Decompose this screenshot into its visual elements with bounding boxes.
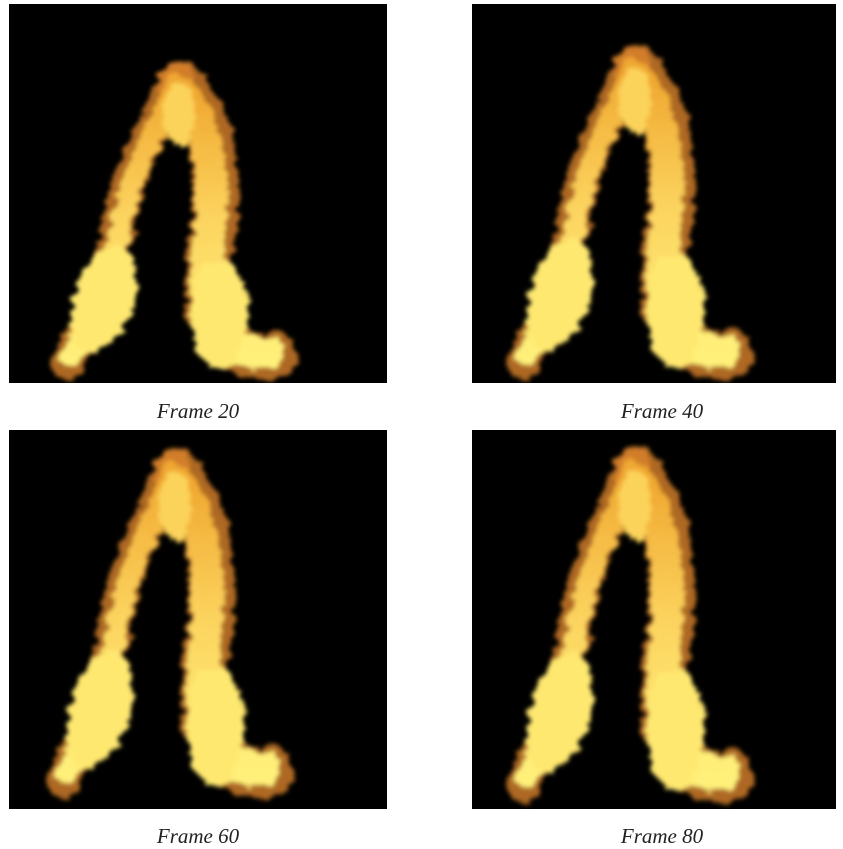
caption: Frame 80 [620,824,704,848]
caption: Frame 20 [156,399,240,423]
panel: Frame 60 [9,430,387,848]
panel: Frame 20 [9,4,387,423]
panel: Frame 80 [472,430,836,848]
caption: Frame 40 [620,399,704,423]
caption: Frame 60 [156,824,240,848]
panel: Frame 40 [472,4,836,423]
